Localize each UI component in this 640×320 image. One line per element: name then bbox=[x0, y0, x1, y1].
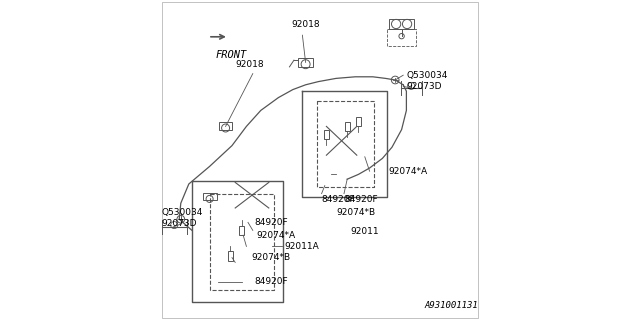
Text: Q530034: Q530034 bbox=[406, 71, 448, 80]
Text: 92073D: 92073D bbox=[406, 82, 442, 91]
Text: 92074*B: 92074*B bbox=[336, 208, 375, 217]
Bar bbox=[219, 122, 232, 131]
Bar bbox=[228, 252, 233, 260]
Text: 84920F: 84920F bbox=[254, 277, 288, 286]
Bar bbox=[298, 58, 313, 67]
Bar bbox=[239, 226, 244, 235]
Text: 92073D: 92073D bbox=[161, 220, 197, 228]
Text: 84920F: 84920F bbox=[254, 218, 288, 227]
Bar bbox=[387, 29, 416, 46]
Text: 84920F: 84920F bbox=[322, 195, 355, 204]
Bar bbox=[389, 19, 414, 29]
Text: 84920F: 84920F bbox=[344, 195, 378, 204]
Text: 92018: 92018 bbox=[236, 60, 264, 69]
Bar bbox=[344, 122, 350, 131]
Text: 92011: 92011 bbox=[351, 228, 379, 236]
Text: Q530034: Q530034 bbox=[161, 208, 203, 217]
Bar bbox=[356, 117, 361, 126]
Text: 92074*A: 92074*A bbox=[256, 231, 295, 240]
Bar bbox=[202, 193, 216, 200]
Bar bbox=[324, 130, 329, 139]
Text: 92074*B: 92074*B bbox=[251, 253, 291, 262]
Text: 92074*A: 92074*A bbox=[388, 167, 428, 176]
Text: A931001131: A931001131 bbox=[425, 301, 479, 310]
Text: 92018: 92018 bbox=[291, 20, 320, 29]
Text: 92011A: 92011A bbox=[285, 242, 319, 251]
Text: FRONT: FRONT bbox=[216, 50, 247, 60]
